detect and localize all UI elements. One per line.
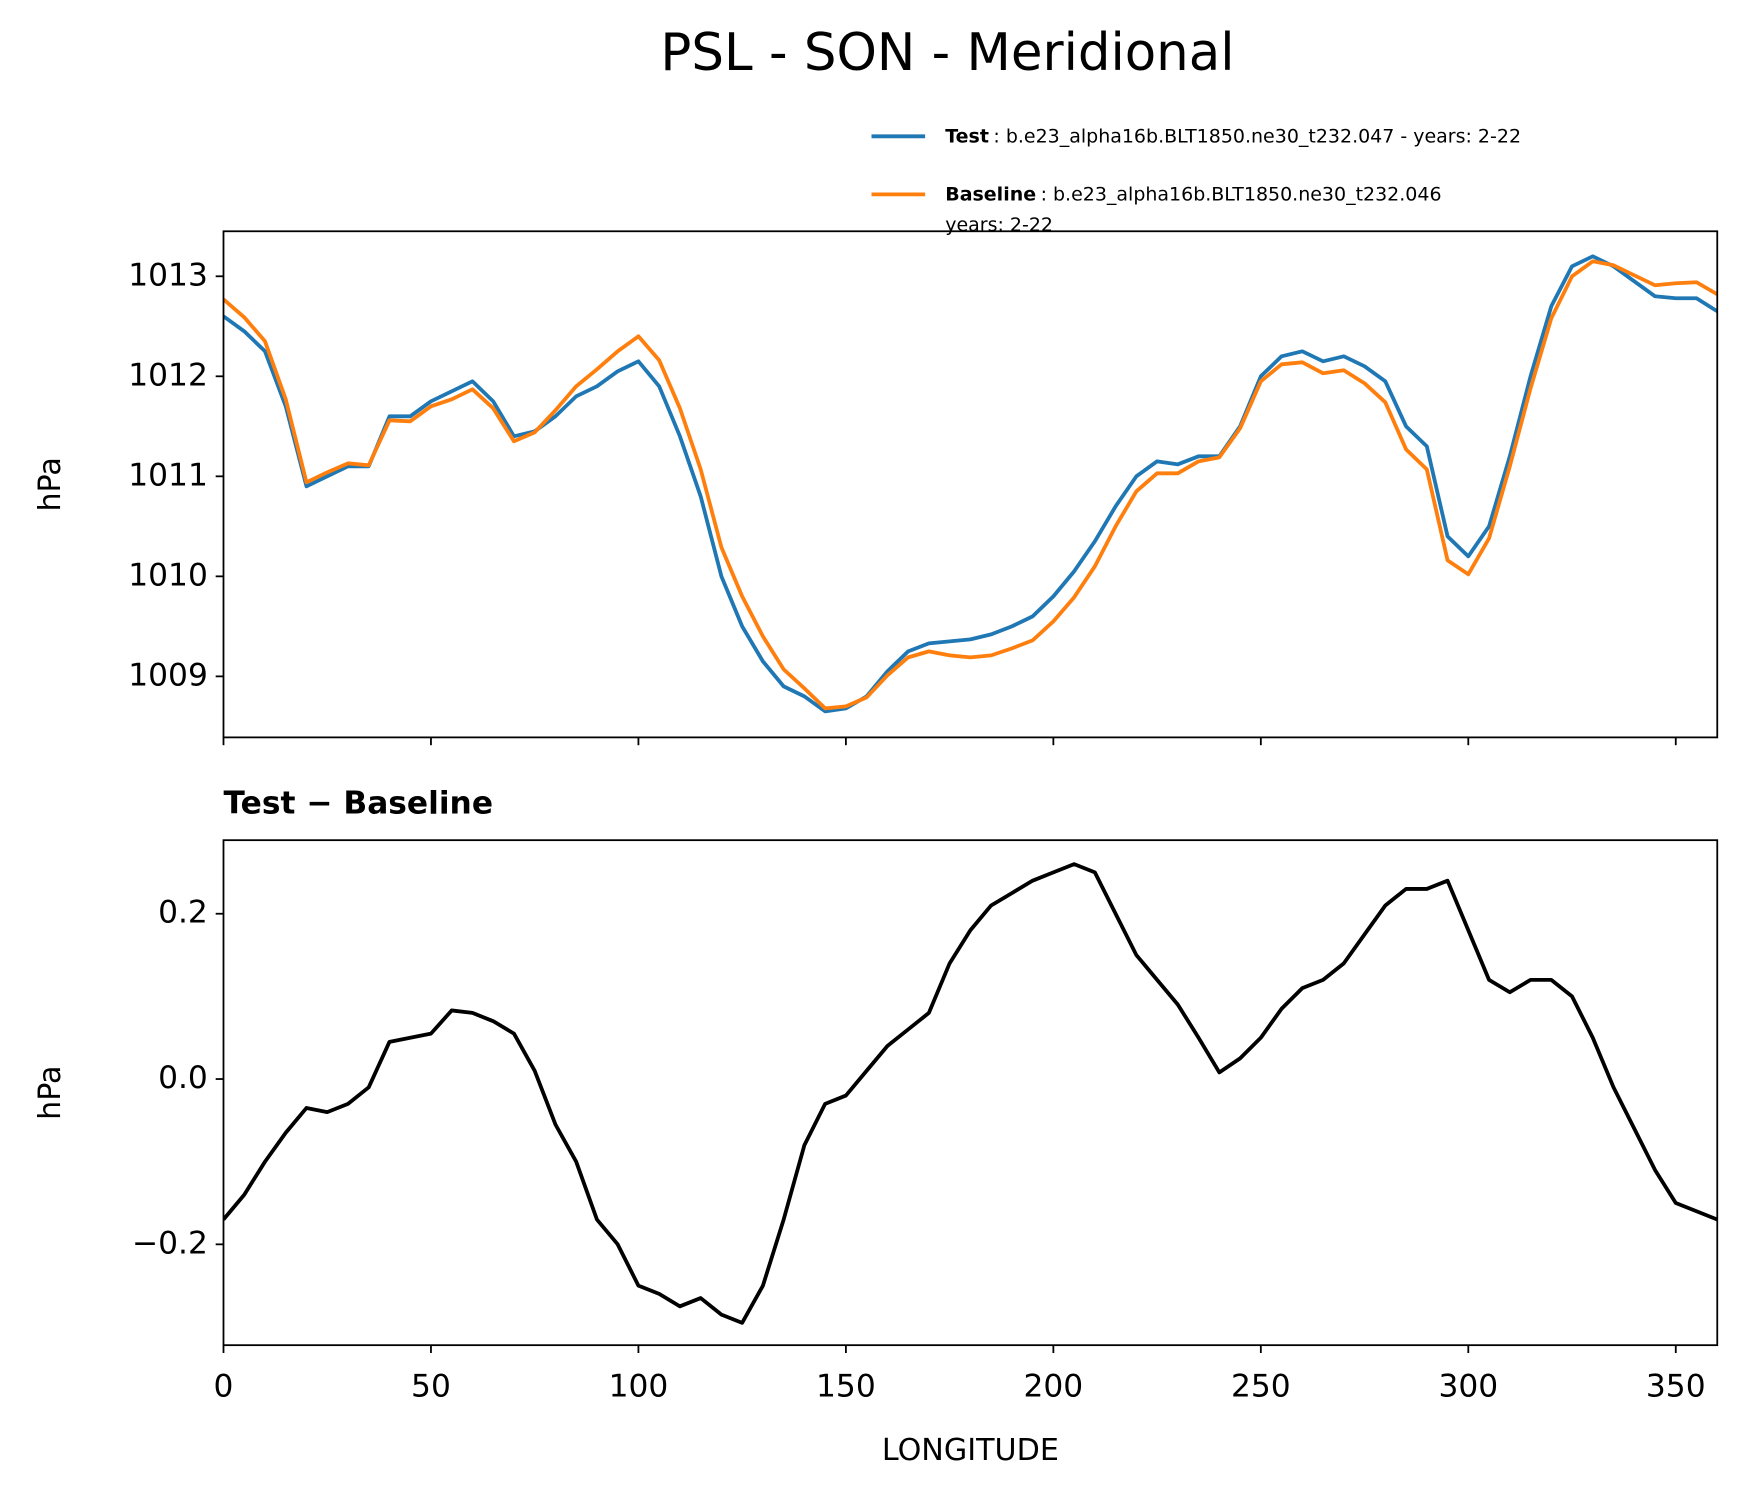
axes-frame xyxy=(222,230,1719,739)
x-tick-label: 150 xyxy=(816,1369,876,1405)
series-line xyxy=(223,254,1718,714)
y-tick-label: 0.2 xyxy=(158,895,208,931)
y-tick-label: −0.2 xyxy=(132,1225,208,1261)
legend-name: Test xyxy=(945,125,989,147)
x-tick-label: 200 xyxy=(1024,1369,1084,1405)
y-tick-label: 1010 xyxy=(128,557,208,593)
x-axis-label: LONGITUDE xyxy=(882,1433,1059,1468)
y-axis-label: hPa xyxy=(33,1065,68,1119)
axes-frame xyxy=(222,839,1719,1347)
legend-description: : b.e23_alpha16b.BLT1850.ne30_t232.046 xyxy=(1041,183,1442,205)
figure-title: PSL - SON - Meridional xyxy=(660,23,1234,83)
y-tick-label: 1012 xyxy=(128,357,208,393)
x-tick-label: 100 xyxy=(609,1369,669,1405)
y-tick-label: 1011 xyxy=(128,457,208,493)
x-tick-label: 350 xyxy=(1646,1369,1706,1405)
y-tick-label: 1009 xyxy=(128,657,208,693)
panel-title: Test − Baseline xyxy=(223,785,493,821)
legend-label: Baseline: b.e23_alpha16b.BLT1850.ne30_t2… xyxy=(945,183,1441,205)
legend-description: years: 2-22 xyxy=(945,214,1053,236)
x-tick-label: 50 xyxy=(411,1369,451,1405)
legend-name: Baseline xyxy=(945,183,1036,205)
legend-description: : b.e23_alpha16b.BLT1850.ne30_t232.047 -… xyxy=(993,125,1521,147)
y-tick-label: 0.0 xyxy=(158,1060,208,1096)
x-tick-label: 250 xyxy=(1231,1369,1291,1405)
x-tick-label: 0 xyxy=(214,1369,234,1405)
series-line xyxy=(223,259,1718,711)
x-tick-label: 300 xyxy=(1438,1369,1498,1405)
y-tick-label: 1013 xyxy=(128,257,208,293)
series-line xyxy=(223,862,1718,1325)
y-axis-label: hPa xyxy=(33,457,68,511)
legend-label: Test: b.e23_alpha16b.BLT1850.ne30_t232.0… xyxy=(945,125,1521,147)
